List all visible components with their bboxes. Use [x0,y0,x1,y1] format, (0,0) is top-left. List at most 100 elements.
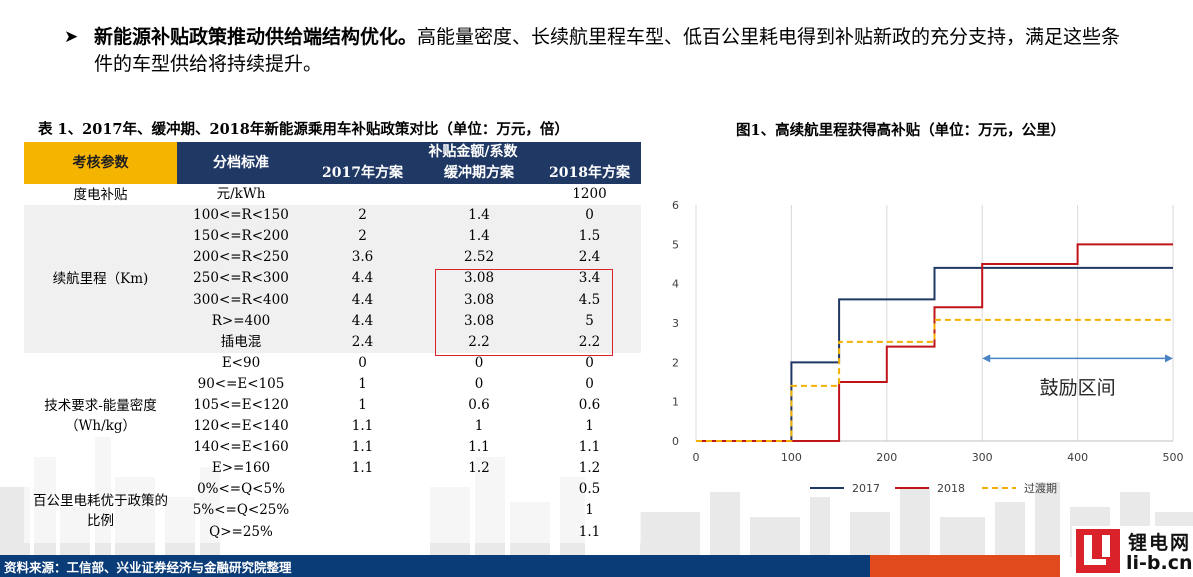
transition-cell: 0.6 [420,394,538,417]
tier-cell: 150<=R<200 [177,226,305,248]
source-note: 资料来源：工信部、兴业证券经济与金融研究院整理 [4,560,292,575]
tier-cell: 300<=R<400 [177,289,305,311]
y2017-cell: 1.1 [305,458,420,480]
site-logo: 锂电网 li-b.cn [1072,526,1193,577]
y-tick-label: 0 [672,435,679,448]
transition-cell: 2.2 [420,331,538,353]
chart-title: 图1、高续航里程获得高补贴（单位：万元，公里） [736,122,1066,139]
y2018-cell: 1.2 [538,458,642,480]
y2017-cell: 1.1 [305,437,420,459]
y2017-cell: 1.1 [305,416,420,438]
y2018-cell: 1.1 [538,521,642,543]
series-line [696,318,1173,442]
transition-cell: 0 [420,373,538,395]
tier-cell: 250<=R<300 [177,268,305,290]
y-tick-label: 1 [672,396,679,409]
subsidy-policy-table: 考核参数 分档标准 补贴金额/系数 2017年方案 缓冲期方案 2018年方案 … [24,142,642,543]
table-row: 250<=R<300 4.4 3.08 3.4 [24,268,642,290]
table-row: 105<=E<120 1 0.6 0.6 [24,394,642,417]
param-cell: 百公里电耗优于政策的比例 [24,479,177,543]
table-row: 120<=E<140 1.1 1 1 [24,416,642,438]
x-tick-label: 400 [1067,451,1088,464]
tier-cell: 90<=E<105 [177,373,305,395]
y2018-cell: 0.6 [538,394,642,417]
y2018-cell: 2.2 [538,331,642,353]
table-row: E>=160 1.1 1.2 1.2 [24,458,642,480]
tier-cell: 105<=E<120 [177,394,305,417]
transition-cell [420,184,538,206]
x-tick-label: 300 [972,451,993,464]
header-transition: 缓冲期方案 [420,163,538,184]
legend-label: 2017 [852,482,880,495]
transition-cell: 1.1 [420,437,538,459]
transition-cell: 1.2 [420,458,538,480]
y2017-cell: 2 [305,226,420,248]
tier-cell: 120<=E<140 [177,416,305,438]
param-cell: 续航里程（Km) [24,205,177,353]
transition-cell: 1 [420,416,538,438]
y2018-cell: 0.5 [538,479,642,501]
param-cell: 度电补贴 [24,184,177,206]
y2017-cell: 4.4 [305,289,420,311]
y-tick-label: 6 [672,199,679,212]
subsidy-step-chart: 0 1 2 3 4 5 6 0 100 200 300 400 500 鼓励区间 2017 2018 过渡期 [672,199,1184,495]
transition-cell [420,479,538,501]
y2018-cell: 3.4 [538,268,642,290]
header-2018: 2018年方案 [538,163,642,184]
transition-cell: 1.4 [420,205,538,227]
key-point-bold: 新能源补贴政策推动供给端结构优化。 [94,26,418,48]
transition-cell: 1.4 [420,226,538,248]
x-tick-label: 500 [1163,451,1184,464]
tier-cell: 140<=E<160 [177,437,305,459]
tier-cell: E>=160 [177,458,305,480]
y2018-cell: 2.4 [538,247,642,269]
tier-cell: 0%<=Q<5% [177,479,305,501]
y2017-cell: 0 [305,352,420,374]
y-tick-label: 3 [672,317,679,330]
table-row: 140<=E<160 1.1 1.1 1.1 [24,437,642,459]
param-cell: 技术要求-能量密度（Wh/kg） [24,352,177,480]
range-arrow-head-right [1165,354,1173,363]
y2018-cell: 0 [538,352,642,374]
y2017-cell: 3.6 [305,247,420,269]
tier-cell: R>=400 [177,310,305,332]
y2018-cell: 1.5 [538,226,642,248]
y2017-cell: 2.4 [305,331,420,353]
y2018-cell: 1 [538,500,642,522]
tier-cell: E<90 [177,352,305,374]
range-arrow-head-left [982,354,991,363]
table-row: 90<=E<105 1 0 0 [24,373,642,395]
y2017-cell [305,500,420,522]
logo-text-en: li-b.cn [1126,552,1193,574]
transition-cell: 3.08 [420,289,538,311]
y-tick-label: 4 [672,278,679,291]
table-row: 300<=R<400 4.4 3.08 4.5 [24,289,642,311]
header-amount: 补贴金额/系数 [305,142,642,163]
y2018-cell: 0 [538,373,642,395]
transition-cell: 0 [420,352,538,374]
series-line [696,266,1173,442]
x-tick-label: 200 [876,451,897,464]
tier-cell: 200<=R<250 [177,247,305,269]
y2017-cell: 2 [305,205,420,227]
footer-blue-band [0,555,870,577]
tier-cell: 元/kWh [177,184,305,206]
y2017-cell: 4.4 [305,310,420,332]
x-tick-label: 100 [781,451,802,464]
y2017-cell: 4.4 [305,268,420,290]
transition-cell: 3.08 [420,268,538,290]
y2017-cell [305,521,420,543]
y2017-cell: 1 [305,394,420,417]
table-row: 百公里电耗优于政策的比例 0%<=Q<5% 0.5 [24,479,642,543]
tier-cell: Q>=25% [177,521,305,543]
y2018-cell: 1.1 [538,437,642,459]
key-point-text: 高能量密度、长续航里程车型、低百公里耗电得到补贴新政的充分支持，满足这些条件的车… [94,26,1121,75]
transition-cell [420,500,538,522]
header-tier: 分档标准 [177,142,305,184]
y2017-cell [305,479,420,501]
footer-bar: 资料来源：工信部、兴业证券经济与金融研究院整理 [0,555,1193,577]
y2018-cell: 4.5 [538,289,642,311]
y2018-cell: 1200 [538,184,642,206]
transition-cell: 2.52 [420,247,538,269]
tier-cell: 插电混 [177,331,305,353]
